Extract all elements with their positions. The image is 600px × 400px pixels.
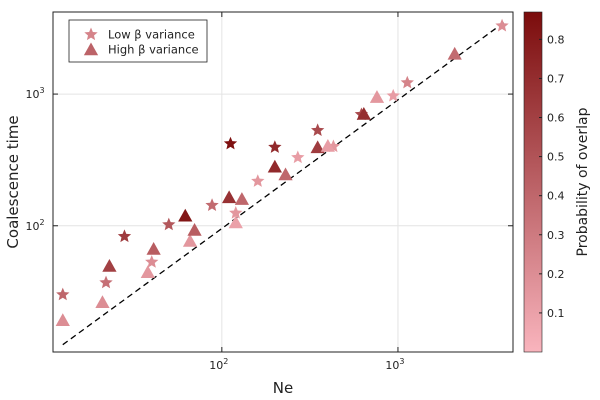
star-point [291, 150, 305, 164]
triangle-point [234, 192, 250, 205]
colorbar-gradient [523, 11, 543, 353]
star-point [268, 140, 282, 153]
legend-label-low: Low β variance [108, 28, 195, 42]
triangle-point [182, 233, 198, 247]
x-tick-label: 102 [209, 357, 228, 372]
triangle-point [102, 259, 117, 272]
legend-triangle-icon [83, 42, 99, 56]
star-point [56, 287, 70, 301]
triangle-point [320, 138, 335, 152]
star-point [400, 75, 414, 89]
y-axis-ticks: 102 103 [25, 86, 513, 233]
star-point [162, 217, 176, 231]
colorbar-label: Probability of overlap [575, 107, 591, 256]
colorbar-tick-label: 0.6 [547, 112, 565, 125]
y-tick-label: 103 [25, 86, 44, 101]
triangle-point [187, 223, 202, 236]
triangle-point [146, 242, 161, 255]
x-axis-ticks: 102 103 [209, 12, 405, 372]
star-point [117, 229, 132, 243]
triangle-point [140, 265, 155, 278]
star-point [223, 136, 238, 150]
x-tick-label: 103 [385, 357, 404, 372]
triangle-point [228, 215, 243, 229]
star-point [386, 88, 400, 102]
star-point [251, 174, 265, 187]
star-point [99, 275, 113, 289]
legend: Low β variance High β variance [68, 19, 208, 63]
triangle-point [369, 90, 385, 103]
legend-label-high: High β variance [108, 43, 199, 57]
triangle-point [267, 159, 282, 173]
data-points [55, 18, 509, 326]
colorbar-tick-label: 0.3 [547, 229, 565, 242]
x-axis-label: Ne [273, 379, 293, 397]
star-point [495, 18, 509, 32]
y-tick-label: 102 [25, 218, 44, 233]
star-point [145, 255, 159, 268]
triangle-point [278, 167, 293, 181]
colorbar-tick-label: 0.2 [547, 268, 565, 281]
triangle-point [221, 190, 237, 204]
reference-line-group [62, 21, 505, 346]
triangle-point [55, 313, 70, 326]
colorbar-tick-label: 0.4 [547, 190, 565, 203]
triangle-point [95, 295, 110, 309]
y-axis-label: Coalescence time [4, 115, 22, 248]
triangle-point [356, 106, 371, 120]
colorbar-tick-label: 0.5 [547, 151, 565, 164]
triangle-point [310, 140, 325, 154]
star-point [205, 198, 219, 211]
star-point [229, 206, 243, 219]
colorbar-tick-label: 0.7 [547, 72, 565, 85]
star-point [311, 123, 325, 137]
triangle-point [447, 46, 462, 60]
colorbar: 0.1 0.2 0.3 0.4 0.5 0.6 0.7 0.8 Probability of … [523, 11, 591, 353]
plot-frame [52, 11, 514, 353]
colorbar-tick-label: 0.1 [547, 307, 565, 320]
legend-markers [83, 27, 99, 56]
grid [53, 12, 513, 352]
colorbar-ticks: 0.1 0.2 0.3 0.4 0.5 0.6 0.7 0.8 [539, 33, 565, 320]
legend-star-icon [84, 27, 98, 41]
colorbar-tick-label: 0.8 [547, 33, 565, 46]
reference-line [62, 21, 505, 346]
triangle-point [178, 208, 193, 222]
